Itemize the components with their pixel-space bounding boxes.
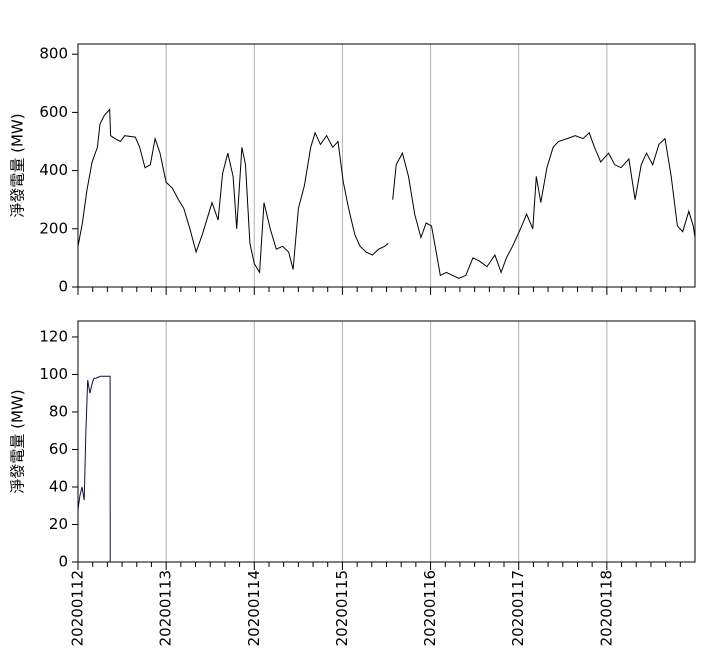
x-tick-label: 20200115 <box>333 570 351 646</box>
y-tick-label: 600 <box>39 103 68 121</box>
y-axis-label: 淨發電量 (MW) <box>9 113 27 217</box>
y-tick-label: 20 <box>49 515 68 533</box>
y-tick-label: 800 <box>39 45 68 63</box>
x-tick-label: 20200117 <box>509 570 527 646</box>
plot-frame <box>77 43 696 288</box>
line-series <box>77 108 696 279</box>
y-tick-label: 60 <box>49 440 68 458</box>
y-tick-label: 100 <box>39 365 68 383</box>
y-tick-label: 0 <box>58 278 68 296</box>
y-tick-label: 200 <box>39 219 68 237</box>
y-tick-label: 120 <box>39 327 68 345</box>
y-tick-label: 40 <box>49 477 68 495</box>
y-tick-label: 80 <box>49 402 68 420</box>
y-axis-label: 淨發電量 (MW) <box>9 389 27 493</box>
x-tick-label: 20200114 <box>245 570 263 646</box>
line-series <box>77 375 695 563</box>
x-tick-label: 20200116 <box>421 570 439 646</box>
x-tick-label: 20200112 <box>69 570 87 646</box>
x-tick-label: 20200118 <box>597 570 615 646</box>
y-tick-label: 0 <box>58 553 68 571</box>
plot-frame <box>77 320 696 563</box>
x-tick-label: 20200113 <box>157 570 175 646</box>
y-tick-label: 400 <box>39 161 68 179</box>
